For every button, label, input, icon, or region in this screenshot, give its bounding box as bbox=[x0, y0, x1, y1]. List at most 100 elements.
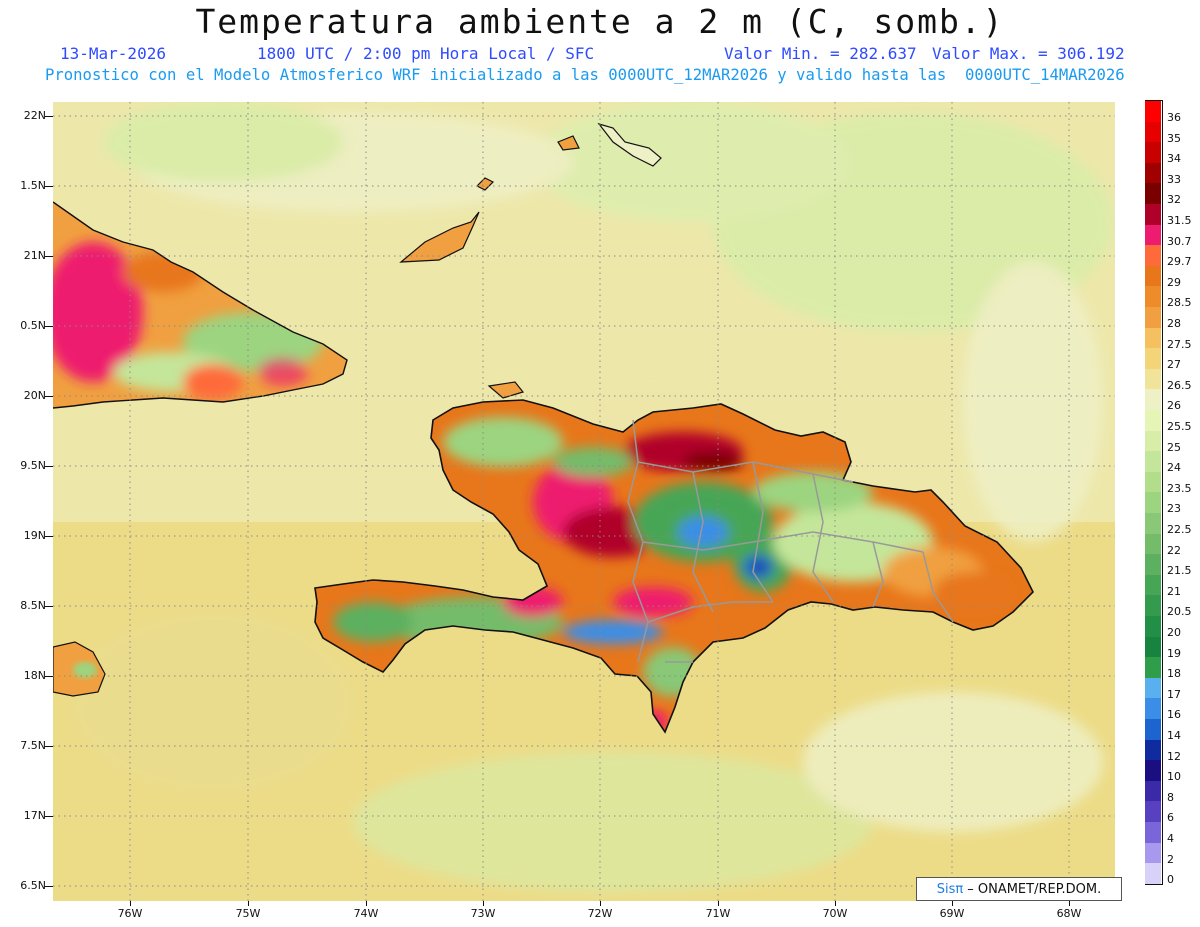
lat-label: 19N bbox=[23, 529, 46, 542]
legend-label: 8 bbox=[1167, 790, 1174, 804]
max-value: Valor Max. = 306.192 bbox=[932, 44, 1125, 63]
lat-label: 6.5N bbox=[20, 879, 46, 892]
legend-label: 20.5 bbox=[1167, 605, 1192, 619]
color-swatch bbox=[1145, 780, 1161, 802]
lat-tick bbox=[45, 886, 53, 887]
lon-label: 70W bbox=[822, 907, 848, 920]
lat-tick bbox=[45, 746, 53, 747]
lon-label: 72W bbox=[587, 907, 613, 920]
legend-label: 25.5 bbox=[1167, 420, 1192, 433]
lon-tick bbox=[483, 901, 484, 906]
lon-tick bbox=[366, 901, 367, 906]
color-swatch bbox=[1145, 224, 1161, 246]
color-swatch bbox=[1145, 719, 1161, 740]
color-swatch bbox=[1145, 595, 1161, 616]
model-info: Pronostico con el Modelo Atmosferico WRF… bbox=[45, 66, 1125, 84]
color-swatch bbox=[1145, 286, 1161, 307]
color-swatch bbox=[1145, 513, 1161, 534]
lat-tick bbox=[45, 256, 53, 257]
lat-tick bbox=[45, 326, 53, 327]
legend-label: 25 bbox=[1167, 440, 1181, 454]
legend-label: 30.7 bbox=[1167, 234, 1192, 248]
color-swatch bbox=[1145, 739, 1161, 761]
color-swatch bbox=[1145, 410, 1161, 431]
legend-label: 20 bbox=[1167, 626, 1181, 639]
color-swatch bbox=[1145, 451, 1161, 472]
lon-label: 74W bbox=[353, 907, 379, 920]
lon-tick bbox=[835, 901, 836, 906]
legend-label: 31.5 bbox=[1167, 214, 1192, 227]
min-value: Valor Min. = 282.637 bbox=[724, 44, 917, 63]
lon-tick bbox=[248, 901, 249, 906]
legend-label: 22 bbox=[1167, 543, 1181, 557]
color-swatch bbox=[1145, 822, 1161, 843]
lon-tick bbox=[952, 901, 953, 906]
legend-label: 18 bbox=[1167, 667, 1181, 681]
legend-label: 0 bbox=[1167, 873, 1174, 887]
color-swatch bbox=[1145, 616, 1161, 637]
lon-label: 69W bbox=[939, 907, 965, 920]
color-swatch bbox=[1145, 760, 1161, 781]
legend-label: 26 bbox=[1167, 399, 1181, 413]
lat-label: 8.5N bbox=[20, 599, 46, 612]
lon-label: 71W bbox=[705, 907, 731, 920]
color-swatch bbox=[1145, 471, 1161, 493]
lat-tick bbox=[45, 676, 53, 677]
lat-label: 0.5N bbox=[20, 319, 46, 332]
color-swatch bbox=[1145, 101, 1161, 122]
color-swatch bbox=[1145, 162, 1161, 184]
color-swatch bbox=[1145, 533, 1161, 555]
legend-label: 35 bbox=[1167, 131, 1181, 145]
lon-label: 73W bbox=[470, 907, 496, 920]
legend-label: 16 bbox=[1167, 708, 1181, 722]
lon-tick bbox=[600, 901, 601, 906]
lon-tick bbox=[718, 901, 719, 906]
legend-label: 4 bbox=[1167, 832, 1174, 845]
legend-label: 19 bbox=[1167, 646, 1181, 660]
legend-label: 22.5 bbox=[1167, 523, 1192, 536]
legend-label: 26.5 bbox=[1167, 378, 1192, 392]
color-swatch bbox=[1145, 842, 1161, 864]
legend-label: 36 bbox=[1167, 111, 1181, 124]
color-swatch bbox=[1145, 430, 1161, 452]
legend-label: 2 bbox=[1167, 852, 1174, 866]
lon-label: 76W bbox=[117, 907, 143, 920]
legend-label: 17 bbox=[1167, 687, 1181, 701]
lat-tick bbox=[45, 466, 53, 467]
color-swatch bbox=[1145, 204, 1161, 225]
color-swatch bbox=[1145, 801, 1161, 822]
forecast-time: 1800 UTC / 2:00 pm Hora Local / SFC bbox=[257, 44, 595, 63]
legend-label: 29 bbox=[1167, 275, 1181, 289]
lat-label: 7.5N bbox=[20, 739, 46, 752]
lon-tick bbox=[130, 901, 131, 906]
color-swatch bbox=[1145, 863, 1161, 884]
lat-tick bbox=[45, 396, 53, 397]
color-swatch bbox=[1145, 574, 1161, 596]
lat-tick bbox=[45, 116, 53, 117]
sispi-logo: Sisπ bbox=[936, 881, 964, 897]
credit-text: – ONAMET/REP.DOM. bbox=[967, 881, 1102, 897]
legend-label: 14 bbox=[1167, 729, 1181, 742]
color-swatch bbox=[1145, 348, 1161, 369]
legend-label: 27.5 bbox=[1167, 337, 1192, 351]
legend-label: 23 bbox=[1167, 502, 1181, 516]
legend-label: 29.7 bbox=[1167, 255, 1192, 269]
legend-label: 21.5 bbox=[1167, 564, 1192, 578]
legend-label: 21 bbox=[1167, 584, 1181, 598]
color-swatch bbox=[1145, 698, 1161, 719]
credit-box: Sisπ – ONAMET/REP.DOM. bbox=[916, 877, 1122, 901]
legend-label: 27 bbox=[1167, 358, 1181, 372]
legend-label: 24 bbox=[1167, 461, 1181, 475]
color-swatch bbox=[1145, 265, 1161, 287]
color-swatch bbox=[1145, 657, 1161, 678]
page-title: Temperatura ambiente a 2 m (C, somb.) bbox=[195, 2, 1005, 41]
lat-label: 20N bbox=[23, 389, 46, 402]
color-swatch bbox=[1145, 492, 1161, 513]
lat-label: 22N bbox=[23, 109, 46, 122]
lat-label: 1.5N bbox=[20, 179, 46, 192]
lat-label: 18N bbox=[23, 669, 46, 682]
color-swatch bbox=[1145, 327, 1161, 349]
lon-label: 68W bbox=[1056, 907, 1082, 920]
legend-label: 32 bbox=[1167, 193, 1181, 207]
color-swatch bbox=[1145, 389, 1161, 410]
